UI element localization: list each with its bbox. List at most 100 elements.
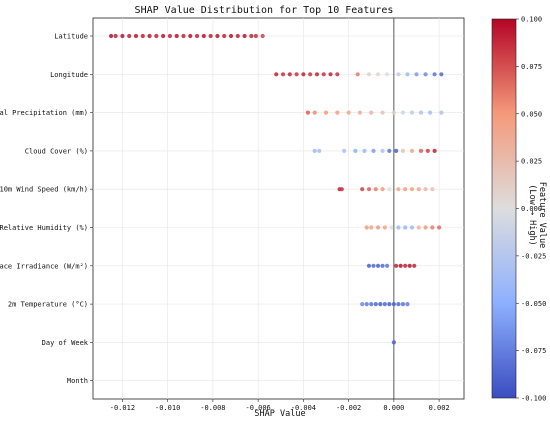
y-tick-label: Longitude: [50, 71, 88, 79]
colorbar-tick-label: 0.000: [521, 205, 542, 213]
shap-point: [400, 302, 406, 307]
shap-point: [378, 302, 383, 307]
shap-point: [328, 72, 333, 77]
x-tick-label: 0.000: [383, 404, 404, 412]
shap-point: [335, 110, 340, 115]
y-tick-label: Day of Week: [42, 339, 89, 347]
shap-point: [366, 263, 372, 268]
shap-point: [321, 72, 326, 77]
shap-point: [439, 110, 444, 115]
shap-point: [430, 187, 435, 192]
shap-point: [403, 225, 408, 230]
shap-point: [201, 33, 206, 39]
shap-point: [391, 340, 396, 345]
y-tick-layer: Latitude Longitude Total Precipitation (mm…: [0, 33, 93, 385]
shap-point: [140, 33, 145, 39]
shap-point: [222, 33, 227, 39]
shap-point: [366, 187, 372, 192]
shap-point: [113, 33, 118, 39]
shap-point: [253, 33, 258, 39]
shap-point: [437, 225, 442, 230]
chart-title: SHAP Value Distribution for Top 10 Featu…: [135, 5, 394, 16]
shap-point: [382, 225, 387, 230]
shap-point: [280, 72, 286, 77]
shap-point: [425, 148, 430, 153]
shap-point: [362, 148, 367, 153]
shap-point: [353, 148, 358, 153]
shap-point: [407, 263, 412, 268]
shap-point: [373, 187, 378, 192]
shap-point: [360, 302, 365, 307]
colorbar-tick-label: -0.075: [521, 347, 546, 355]
shap-point: [174, 33, 179, 39]
shap-point: [414, 72, 419, 77]
shap-point: [384, 72, 390, 77]
shap-point: [391, 302, 396, 307]
shap-point: [364, 302, 369, 307]
shap-point: [439, 72, 444, 77]
shap-point: [317, 148, 322, 153]
shap-point: [371, 263, 376, 268]
shap-point: [409, 187, 415, 192]
shap-point: [396, 225, 401, 230]
shap-point: [364, 225, 369, 230]
shap-point: [373, 302, 378, 307]
shap-point: [369, 225, 374, 230]
shap-point: [342, 148, 347, 153]
shap-point: [167, 33, 173, 39]
shap-point: [409, 110, 415, 115]
shap-point: [108, 33, 114, 39]
y-tick-label: 2m Relative Humidity (%): [0, 224, 88, 232]
shap-point: [305, 110, 311, 115]
shap-point: [380, 263, 385, 268]
shap-point: [400, 148, 406, 153]
shap-point: [400, 110, 406, 115]
shap-point: [208, 33, 213, 39]
x-tick-layer: -0.012 -0.010 -0.008 -0.006 -0.004 -0.002 0.00…: [110, 399, 450, 412]
shap-point: [409, 148, 415, 153]
shap-point: [294, 72, 299, 77]
shap-point: [416, 187, 421, 192]
shap-point: [412, 263, 417, 268]
shap-point: [301, 72, 306, 77]
shap-point: [215, 33, 220, 39]
shap-point: [387, 148, 392, 153]
y-tick-label: Month: [67, 377, 88, 385]
y-tick-label: Cloud Cover (%): [25, 147, 88, 155]
shap-point: [355, 72, 360, 77]
x-axis-label: SHAP Value: [254, 409, 305, 419]
shap-point: [432, 72, 437, 77]
shap-point: [380, 148, 385, 153]
shap-point: [228, 33, 234, 39]
colorbar-tick-label: 0.100: [521, 16, 542, 24]
x-tick-label: -0.012: [110, 404, 135, 412]
y-tick-label: 10m Wind Speed (km/h): [0, 186, 88, 194]
shap-point: [380, 187, 385, 192]
shap-point: [387, 187, 392, 192]
shap-point: [398, 263, 403, 268]
shap-point: [423, 72, 428, 77]
shap-point: [380, 110, 385, 115]
shap-point: [127, 33, 132, 39]
shap-point: [249, 33, 254, 39]
shap-point: [308, 72, 313, 77]
shap-point: [387, 302, 392, 307]
colorbar-tick-label: -0.050: [521, 300, 546, 308]
colorbar-tick-label: 0.050: [521, 110, 542, 118]
shap-point: [314, 72, 320, 77]
shap-point: [369, 110, 374, 115]
shap-point: [260, 33, 265, 39]
shap-point: [161, 33, 166, 39]
shap-point: [323, 110, 329, 115]
y-tick-label: Total Precipitation (mm): [0, 109, 88, 117]
y-tick-label: Surface Irradiance (W/m²): [0, 262, 88, 270]
shap-point: [423, 187, 428, 192]
x-tick-label: -0.008: [200, 404, 225, 412]
shap-point: [242, 33, 247, 39]
shap-point: [427, 110, 433, 115]
shap-point: [120, 33, 125, 39]
shap-point: [405, 72, 410, 77]
grid-layer: [93, 18, 464, 399]
shap-point: [396, 187, 401, 192]
